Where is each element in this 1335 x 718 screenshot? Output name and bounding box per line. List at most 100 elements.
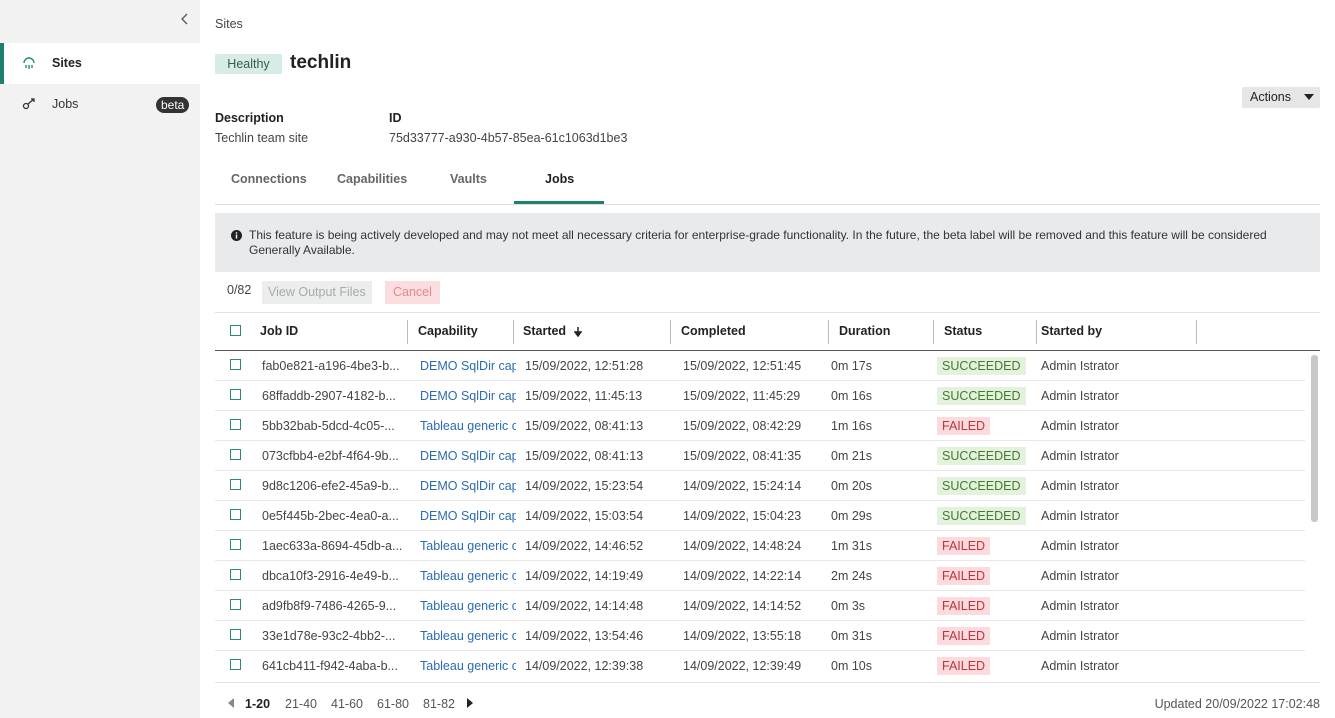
page-link[interactable]: 81-82 bbox=[423, 697, 455, 711]
row-divider bbox=[215, 650, 1305, 651]
table-bottom-border bbox=[215, 682, 1320, 683]
page-link[interactable]: 21-40 bbox=[285, 697, 317, 711]
view-output-button[interactable]: View Output Files bbox=[262, 281, 372, 304]
cell: Admin Istrator bbox=[1041, 599, 1119, 613]
column-header[interactable]: Capability bbox=[418, 324, 478, 338]
cell: Admin Istrator bbox=[1041, 539, 1119, 553]
column-header[interactable]: Started by bbox=[1041, 324, 1103, 338]
actions-label: Actions bbox=[1250, 90, 1291, 104]
nav-item-active[interactable] bbox=[0, 43, 200, 84]
cell: 15/09/2022, 08:41:13 bbox=[525, 449, 644, 463]
cell: 0m 31s bbox=[831, 629, 872, 643]
column-separator bbox=[1196, 320, 1197, 344]
prev-page[interactable] bbox=[227, 697, 235, 709]
cell: 14/09/2022, 15:24:14 bbox=[683, 479, 802, 493]
row-divider bbox=[215, 620, 1305, 621]
detail-value: 75d33777-a930-4b57-85ea-61c1063d1be3 bbox=[389, 131, 628, 145]
column-header[interactable]: Status bbox=[944, 324, 983, 338]
row-checkbox[interactable] bbox=[230, 479, 241, 490]
tab-underline bbox=[514, 201, 604, 204]
cell: fab0e821-a196-4be3-b... bbox=[262, 359, 400, 373]
cell: 14/09/2022, 14:22:14 bbox=[683, 569, 802, 583]
row-checkbox[interactable] bbox=[230, 419, 241, 430]
cell: 2m 24s bbox=[831, 569, 872, 583]
sites-icon bbox=[23, 57, 35, 69]
tab[interactable]: Jobs bbox=[545, 172, 575, 186]
status-badge: FAILED bbox=[937, 537, 991, 555]
cell: 0m 29s bbox=[831, 509, 872, 523]
cell: 1aec633a-8694-45db-a... bbox=[262, 539, 403, 553]
breadcrumb[interactable]: Sites bbox=[215, 17, 243, 31]
row-checkbox[interactable] bbox=[230, 449, 241, 460]
cell: Admin Istrator bbox=[1041, 629, 1119, 643]
column-header[interactable]: Job ID bbox=[260, 324, 299, 338]
cell: ad9fb8f9-7486-4265-9... bbox=[262, 599, 397, 613]
tab[interactable]: Vaults bbox=[450, 172, 487, 186]
row-divider bbox=[215, 500, 1305, 501]
cell: 0m 20s bbox=[831, 479, 872, 493]
page-link[interactable]: 1-20 bbox=[245, 697, 271, 711]
jobs-icon bbox=[22, 98, 35, 110]
cell: 9d8c1206-efe2-45a9-b... bbox=[262, 479, 399, 493]
row-checkbox[interactable] bbox=[230, 509, 241, 520]
cancel-button[interactable]: Cancel bbox=[385, 281, 440, 304]
actions-button[interactable]: Actions bbox=[1242, 87, 1320, 108]
cell: 14/09/2022, 13:54:46 bbox=[525, 629, 644, 643]
column-separator bbox=[407, 320, 408, 344]
cell: 68ffaddb-2907-4182-b... bbox=[262, 389, 396, 403]
cell: 0m 10s bbox=[831, 659, 872, 673]
capability-link[interactable]: Tableau generic c bbox=[420, 659, 516, 673]
status-badge: Healthy bbox=[215, 54, 282, 74]
capability-link[interactable]: DEMO SqlDir cap bbox=[420, 359, 516, 373]
page-link[interactable]: 61-80 bbox=[377, 697, 409, 711]
row-divider bbox=[215, 470, 1305, 471]
capability-link[interactable]: Tableau generic c bbox=[420, 599, 516, 613]
cell: Admin Istrator bbox=[1041, 659, 1119, 673]
dropdown-icon bbox=[1304, 94, 1314, 100]
cell: 0m 17s bbox=[831, 359, 872, 373]
row-checkbox[interactable] bbox=[230, 569, 241, 580]
row-checkbox[interactable] bbox=[230, 629, 241, 640]
capability-link[interactable]: Tableau generic c bbox=[420, 539, 516, 553]
column-header[interactable]: Completed bbox=[681, 324, 746, 338]
updated-time: Updated 20/09/2022 17:02:48 bbox=[1154, 697, 1320, 711]
cell: Admin Istrator bbox=[1041, 389, 1119, 403]
status-badge: FAILED bbox=[937, 627, 991, 645]
nav-label[interactable]: Sites bbox=[52, 56, 82, 70]
row-checkbox[interactable] bbox=[230, 359, 241, 370]
capability-link[interactable]: DEMO SqlDir cap bbox=[420, 479, 516, 493]
next-page[interactable] bbox=[466, 697, 474, 709]
row-divider bbox=[215, 530, 1305, 531]
nav-label[interactable]: Jobs bbox=[52, 97, 79, 111]
row-checkbox[interactable] bbox=[230, 599, 241, 610]
detail-value: Techlin team site bbox=[215, 131, 309, 145]
cell: Admin Istrator bbox=[1041, 359, 1119, 373]
detail-label: ID bbox=[389, 111, 402, 125]
column-header[interactable]: Duration bbox=[839, 324, 891, 338]
status-badge: FAILED bbox=[937, 657, 991, 675]
column-header[interactable]: Started bbox=[523, 324, 567, 338]
tab[interactable]: Capabilities bbox=[337, 172, 408, 186]
cell: 14/09/2022, 14:46:52 bbox=[525, 539, 644, 553]
capability-link[interactable]: Tableau generic c bbox=[420, 569, 516, 583]
cell: 0m 16s bbox=[831, 389, 872, 403]
notice-text: This feature is being actively developed… bbox=[249, 228, 1267, 257]
scrollbar[interactable] bbox=[1311, 355, 1318, 522]
row-checkbox[interactable] bbox=[230, 539, 241, 550]
select-all-checkbox[interactable] bbox=[230, 325, 241, 336]
capability-link[interactable]: DEMO SqlDir cap bbox=[420, 389, 516, 403]
tab[interactable]: Connections bbox=[231, 172, 307, 186]
collapse-icon[interactable] bbox=[180, 12, 190, 26]
capability-link[interactable]: DEMO SqlDir cap bbox=[420, 509, 516, 523]
status-badge: FAILED bbox=[937, 567, 991, 585]
cell: 15/09/2022, 12:51:45 bbox=[683, 359, 802, 373]
capability-link[interactable]: DEMO SqlDir cap bbox=[420, 449, 516, 463]
row-checkbox[interactable] bbox=[230, 659, 241, 670]
capability-link[interactable]: Tableau generic c bbox=[420, 629, 516, 643]
row-checkbox[interactable] bbox=[230, 389, 241, 400]
page-link[interactable]: 41-60 bbox=[331, 697, 363, 711]
column-separator bbox=[1036, 320, 1037, 344]
cell: 15/09/2022, 08:41:13 bbox=[525, 419, 644, 433]
capability-link[interactable]: Tableau generic c bbox=[420, 419, 516, 433]
